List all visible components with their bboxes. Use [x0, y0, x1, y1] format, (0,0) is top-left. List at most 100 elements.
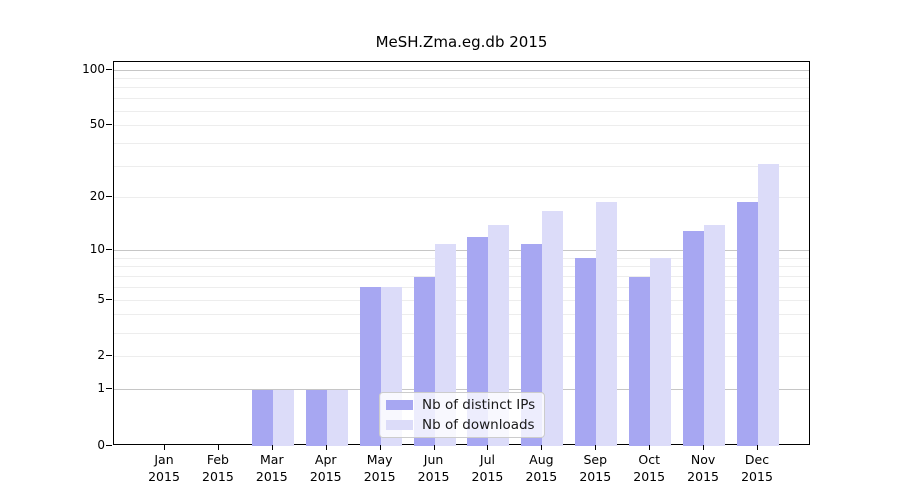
bar-nb-of-distinct-ips-dec-2015	[737, 201, 758, 446]
minor-gridline-4	[114, 314, 809, 316]
bar-nb-of-downloads-dec-2015	[758, 163, 779, 446]
bar-nb-of-distinct-ips-may-2015	[359, 287, 381, 446]
x-tick-label-line: Nov	[690, 452, 716, 467]
x-tick-label-line: Oct	[638, 452, 660, 467]
x-tick-mark-jun-2015	[433, 445, 435, 450]
x-tick-mark-sep-2015	[595, 445, 597, 450]
bar-nb-of-downloads-mar-2015	[272, 389, 294, 446]
x-tick-label-line: 2015	[579, 469, 612, 484]
x-tick-label-line: Aug	[529, 452, 554, 467]
y-tick-mark-50	[106, 124, 112, 126]
x-tick-label-feb-2015: Feb 2015	[188, 451, 248, 485]
major-gridline-100	[114, 69, 809, 71]
x-tick-label-mar-2015: Mar 2015	[242, 451, 302, 485]
x-tick-mark-jul-2015	[487, 445, 489, 450]
x-tick-label-dec-2015: Dec 2015	[727, 451, 787, 485]
minor-gridline-90	[114, 78, 809, 79]
bar-nb-of-downloads-nov-2015	[704, 225, 726, 446]
x-tick-label-line: 2015	[363, 469, 396, 484]
minor-gridline-30	[114, 165, 809, 167]
minor-gridline-5	[114, 299, 809, 301]
minor-gridline-20	[114, 197, 809, 199]
x-tick-label-jan-2015: Jan 2015	[134, 451, 194, 485]
minor-gridline-70	[114, 98, 809, 100]
bar-nb-of-downloads-sep-2015	[596, 201, 618, 446]
x-tick-label-aug-2015: Aug 2015	[511, 451, 571, 485]
x-tick-label-line: Jun	[423, 452, 444, 467]
x-tick-mark-feb-2015	[217, 445, 219, 450]
x-tick-label-line: May	[366, 452, 393, 467]
x-tick-label-line: 2015	[255, 469, 288, 484]
x-tick-label-line: 2015	[417, 469, 450, 484]
x-tick-label-line: Jan	[154, 452, 174, 467]
x-tick-label-jun-2015: Jun 2015	[404, 451, 464, 485]
major-gridline-1	[114, 389, 809, 391]
bar-nb-of-downloads-jul-2015	[488, 225, 510, 446]
bar-nb-of-distinct-ips-nov-2015	[683, 230, 705, 446]
chart-title: MeSH.Zma.eg.db 2015	[375, 33, 548, 51]
y-tick-label-10: 10	[89, 242, 105, 257]
x-tick-label-line: 2015	[202, 469, 234, 484]
y-tick-mark-20	[106, 196, 112, 198]
bar-nb-of-distinct-ips-mar-2015	[251, 389, 273, 446]
x-tick-mark-dec-2015	[757, 445, 758, 450]
x-tick-label-line: 2015	[471, 469, 504, 484]
x-tick-label-oct-2015: Oct 2015	[619, 451, 679, 485]
minor-gridline-9	[114, 257, 809, 259]
y-tick-label-5: 5	[97, 291, 105, 306]
minor-gridline-3	[114, 332, 809, 334]
x-tick-label-apr-2015: Apr 2015	[296, 451, 356, 485]
y-tick-mark-10	[106, 249, 112, 251]
x-tick-label-sep-2015: Sep 2015	[565, 451, 625, 485]
minor-gridline-50	[114, 125, 809, 127]
x-tick-mark-mar-2015	[271, 445, 273, 450]
x-tick-mark-apr-2015	[325, 445, 327, 450]
x-tick-label-line: 2015	[741, 469, 773, 484]
x-tick-mark-aug-2015	[541, 445, 543, 450]
x-tick-label-may-2015: May 2015	[350, 451, 410, 485]
y-tick-mark-100	[106, 68, 112, 70]
legend-label-distinct-ips: Nb of distinct IPs	[422, 397, 536, 414]
legend-swatch-downloads-icon	[386, 419, 413, 430]
y-tick-mark-0	[106, 444, 112, 446]
bar-nb-of-downloads-aug-2015	[542, 210, 564, 446]
x-tick-label-line: 2015	[148, 469, 180, 484]
x-tick-label-nov-2015: Nov 2015	[673, 451, 733, 485]
y-tick-label-100: 100	[82, 61, 105, 76]
minor-gridline-8	[114, 266, 809, 268]
x-tick-label-line: Apr	[314, 452, 337, 467]
minor-gridline-7	[114, 276, 809, 278]
y-tick-mark-2	[106, 354, 112, 356]
x-tick-label-line: 2015	[525, 469, 558, 484]
legend: Nb of distinct IPs Nb of downloads	[379, 392, 545, 438]
bar-nb-of-distinct-ips-apr-2015	[305, 389, 327, 446]
y-tick-label-1: 1	[97, 381, 105, 396]
minor-gridline-2	[114, 355, 809, 357]
x-tick-label-line: 2015	[309, 469, 342, 484]
bar-nb-of-downloads-apr-2015	[326, 389, 348, 446]
legend-row-distinct-ips: Nb of distinct IPs	[386, 397, 536, 414]
minor-gridline-60	[114, 110, 809, 112]
minor-gridline-40	[114, 142, 809, 144]
x-tick-label-line: Mar	[260, 452, 284, 467]
y-tick-label-20: 20	[89, 189, 105, 204]
y-tick-mark-1	[106, 388, 112, 390]
plot-area	[113, 61, 810, 446]
y-tick-label-2: 2	[97, 347, 105, 362]
x-tick-label-line: Sep	[583, 452, 608, 467]
legend-swatch-distinct-ips-icon	[386, 400, 413, 411]
y-tick-mark-5	[106, 298, 112, 300]
x-tick-mark-jan-2015	[164, 445, 165, 450]
x-tick-label-line: Jul	[479, 452, 495, 467]
bar-nb-of-distinct-ips-oct-2015	[629, 276, 651, 446]
minor-gridline-80	[114, 87, 809, 89]
x-tick-label-line: Feb	[206, 452, 229, 467]
x-tick-label-line: 2015	[687, 469, 719, 484]
legend-row-downloads: Nb of downloads	[386, 417, 536, 434]
x-tick-mark-oct-2015	[649, 445, 651, 450]
x-tick-mark-nov-2015	[703, 445, 705, 450]
legend-label-downloads: Nb of downloads	[422, 416, 535, 433]
minor-gridline-6	[114, 286, 809, 288]
bar-nb-of-downloads-oct-2015	[650, 258, 672, 446]
